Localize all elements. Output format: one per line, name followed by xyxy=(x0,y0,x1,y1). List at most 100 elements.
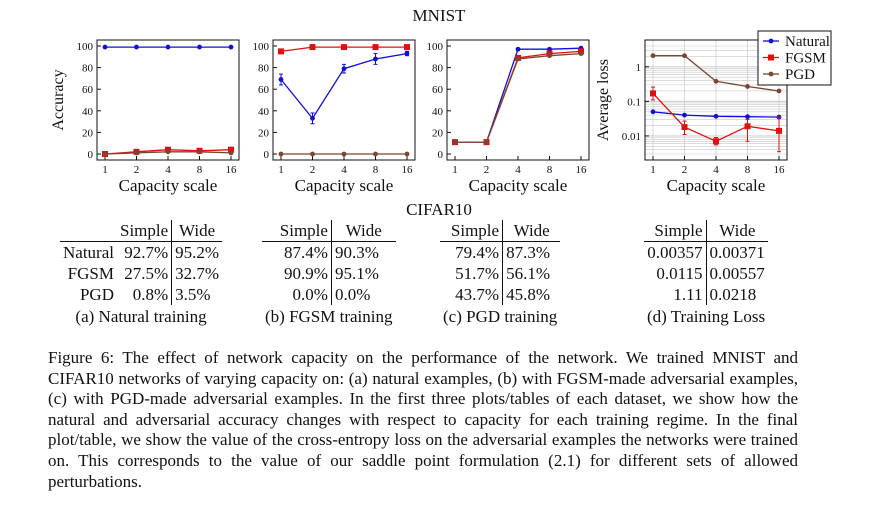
y-tick-label: 100 xyxy=(427,41,444,53)
x-tick-label: 1 xyxy=(102,164,108,176)
col-header-wide: Wide xyxy=(331,220,396,242)
fgsm-marker xyxy=(404,44,410,51)
legend-label-natural: Natural xyxy=(785,34,830,50)
pgd-marker xyxy=(650,53,656,59)
mnist-title: MNIST xyxy=(412,6,466,25)
cell-simple: 90.9% xyxy=(262,263,332,284)
x-tick-label: 16 xyxy=(402,164,414,176)
x-tick-label: 1 xyxy=(650,164,656,176)
natural-marker xyxy=(165,44,171,50)
fgsm-marker xyxy=(372,44,379,51)
cell-wide: 56.1% xyxy=(506,264,550,283)
cell-wide: 3.5% xyxy=(175,285,211,304)
pgd-marker xyxy=(682,53,687,59)
x-tick-label: 4 xyxy=(515,164,521,176)
pgd-marker xyxy=(578,51,584,56)
cell-wide: 32.7% xyxy=(175,264,220,283)
series-natural xyxy=(278,50,410,125)
col-header-wide: Wide xyxy=(706,220,769,242)
cell-simple: 51.7% xyxy=(440,263,504,284)
series-pgd xyxy=(102,149,234,157)
table-row: Natural 92.7% 95.2% xyxy=(60,241,222,263)
col-header-simple: Simple xyxy=(116,220,173,242)
natural-marker xyxy=(515,46,521,52)
x-axis-label: Capacity scale xyxy=(119,176,218,195)
row-label: FGSM xyxy=(67,264,114,283)
plot-panel-c: 0 20 40 60 80 100 1 2 4 8 16 Capacity scale xyxy=(427,39,590,195)
x-tick-label: 2 xyxy=(310,164,316,176)
table-caption: (d) Training Loss xyxy=(647,307,766,326)
x-tick-label: 8 xyxy=(547,164,553,176)
cell-simple: 0.0% xyxy=(262,284,332,305)
natural-marker xyxy=(745,114,750,120)
y-tick-label: 0 xyxy=(438,149,444,161)
series-line xyxy=(455,52,582,143)
row-label: Natural xyxy=(63,243,114,262)
y-tick-label: 60 xyxy=(258,84,270,96)
x-tick-label: 16 xyxy=(226,164,238,176)
table-row: 43.7% 45.8% xyxy=(440,284,560,305)
pgd-marker xyxy=(228,150,234,156)
cell-wide: 0.00557 xyxy=(709,264,765,283)
y-tick-label: 60 xyxy=(432,84,444,96)
series-pgd xyxy=(650,53,782,94)
y-tick-label: 60 xyxy=(82,84,94,96)
fgsm-marker xyxy=(309,44,316,51)
x-tick-label: 2 xyxy=(134,164,140,176)
table-natural-training: Simple Wide Natural 92.7% 95.2% FGSM 27.5% 32… xyxy=(60,220,223,327)
table-caption: (b) FGSM training xyxy=(265,307,393,326)
legend-label-pgd: PGD xyxy=(785,67,815,83)
pgd-marker xyxy=(102,151,108,157)
pgd-marker xyxy=(776,88,782,94)
y-tick-label: 100 xyxy=(253,41,270,53)
table-pgd-training: Simple Wide 79.4% 87.3% 51.7% 56.1% 43.7% 45… xyxy=(440,220,561,327)
col-header-simple: Simple xyxy=(644,220,707,242)
x-tick-label: 1 xyxy=(278,164,284,176)
y-axis-label: Average loss xyxy=(595,59,612,141)
table-row: 0.0115 0.00557 xyxy=(644,263,768,284)
pgd-marker xyxy=(515,56,521,62)
y-tick-label: 80 xyxy=(258,63,270,75)
pgd-marker xyxy=(278,151,284,157)
cell-wide: 95.1% xyxy=(334,264,379,283)
cell-simple: 0.8% xyxy=(116,284,173,305)
fgsm-marker xyxy=(341,44,347,51)
x-tick-label: 8 xyxy=(197,164,203,176)
legend-label-fgsm: FGSM xyxy=(785,51,826,67)
natural-marker xyxy=(228,44,234,50)
pgd-marker xyxy=(134,150,139,156)
series-pgd xyxy=(452,51,584,145)
col-header-simple: Simple xyxy=(262,220,332,242)
figure-caption: Figure 6: The effect of network capacity… xyxy=(48,348,798,491)
natural-marker xyxy=(373,56,378,62)
fgsm-marker xyxy=(713,138,719,145)
cell-wide: 0.0218 xyxy=(709,285,757,304)
cell-simple: 79.4% xyxy=(440,241,504,263)
cifar-title: CIFAR10 xyxy=(406,200,472,219)
y-tick-label: 40 xyxy=(82,106,94,118)
cell-wide: 95.2% xyxy=(175,243,220,262)
table-row: 79.4% 87.3% xyxy=(440,241,560,263)
y-tick-label: 100 xyxy=(77,41,94,53)
x-tick-label: 4 xyxy=(165,164,171,176)
cell-wide: 90.3% xyxy=(334,243,379,262)
series-natural xyxy=(102,44,234,50)
fgsm-marker xyxy=(776,127,782,134)
natural-marker xyxy=(682,112,687,118)
table-caption: (c) PGD training xyxy=(443,307,558,326)
pgd-marker xyxy=(404,151,410,157)
table-row: 87.4% 90.3% xyxy=(262,241,396,263)
natural-marker xyxy=(547,46,552,52)
col-header-wide: Wide xyxy=(502,220,561,242)
cell-wide: 45.8% xyxy=(506,285,550,304)
table-row: 0.0% 0.0% xyxy=(262,284,396,305)
natural-marker xyxy=(713,113,719,119)
y-tick-label: 0.01 xyxy=(622,131,641,143)
y-tick-label: 40 xyxy=(432,106,444,118)
plot-frame xyxy=(272,39,416,161)
y-tick-label: 40 xyxy=(258,106,270,118)
table-fgsm-training: Simple Wide 87.4% 90.3% 90.9% 95.1% 0.0% 0.0… xyxy=(262,220,396,327)
x-tick-label: 2 xyxy=(682,164,688,176)
pgd-marker xyxy=(452,139,458,145)
